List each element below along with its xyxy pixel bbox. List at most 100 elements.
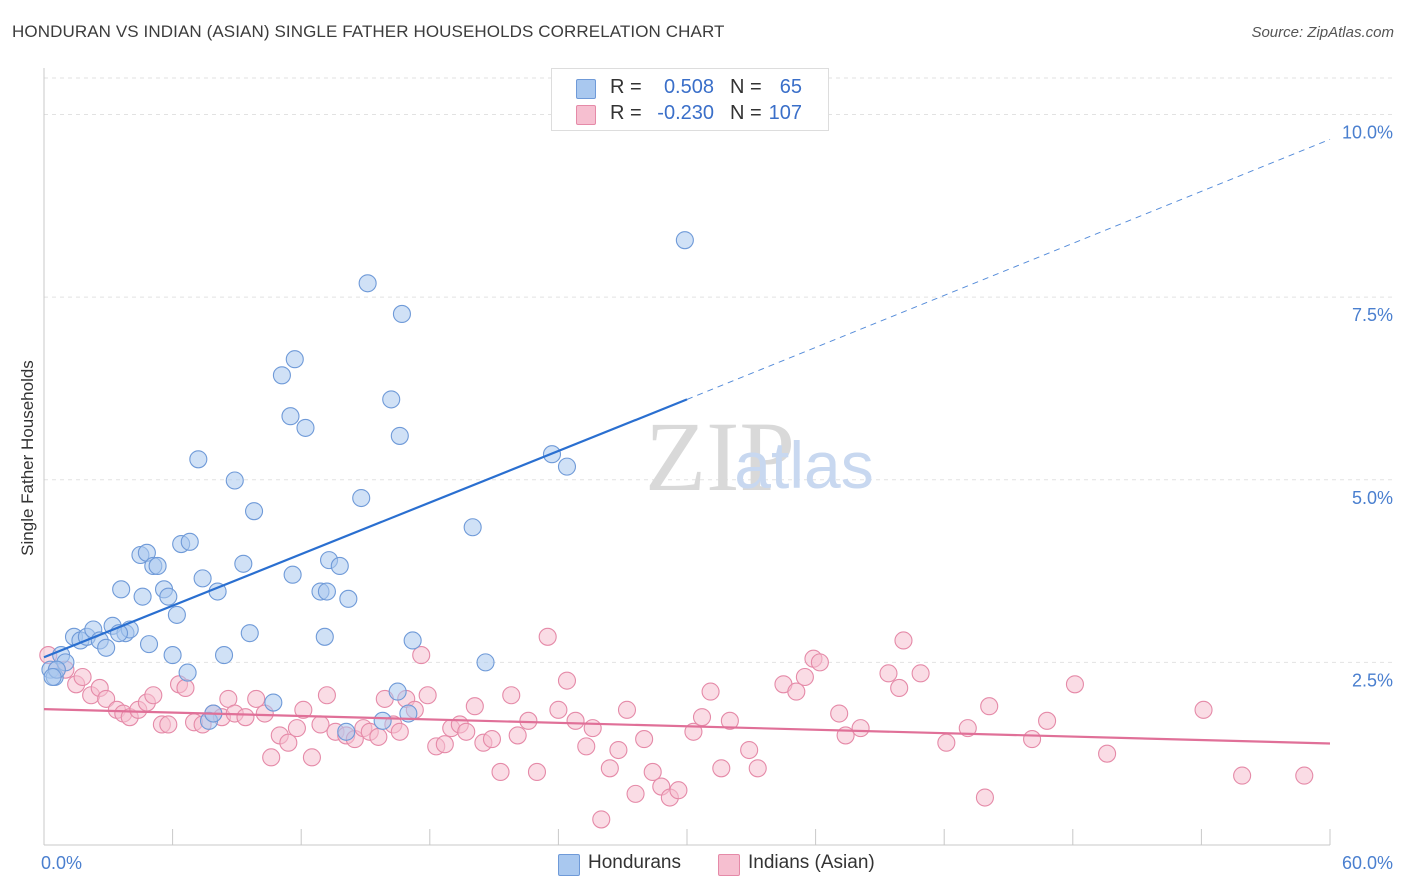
hondurans-point [281, 407, 300, 426]
indians-asian-point [609, 740, 628, 760]
indians-asian-point [577, 737, 596, 756]
hondurans-point [234, 554, 253, 573]
indians-asian-point [317, 686, 336, 705]
indians-asian-point [851, 719, 870, 738]
hondurans-point [390, 426, 409, 445]
hondurans-point [139, 635, 159, 654]
indians-asian-point [159, 715, 178, 734]
legend-r-label: R = [610, 76, 642, 98]
indians-asian-point [600, 759, 619, 778]
indians-asian-point [980, 697, 999, 716]
watermark-zip: ZIP [645, 401, 795, 512]
indians-asian-point [1233, 766, 1252, 785]
indians-asian-point [247, 689, 266, 708]
legend-swatch-pink [718, 854, 740, 876]
indians-asian-point [412, 646, 431, 665]
indians-asian-point [1295, 766, 1314, 785]
indians-asian-point [491, 762, 510, 782]
legend-swatch-blue [558, 854, 580, 876]
indians-asian-point [73, 667, 92, 687]
hondurans-point [315, 627, 334, 646]
indians-asian-point [457, 722, 476, 741]
hondurans-point [339, 589, 358, 608]
indians-asian-point [435, 735, 454, 754]
hondurans-point [240, 624, 259, 643]
hondurans-point [392, 304, 411, 323]
hondurans-point [330, 556, 349, 576]
indians-asian-point [97, 689, 116, 708]
hondurans-point [557, 457, 577, 476]
indians-asian-point [262, 748, 281, 767]
indians-asian-point [643, 762, 662, 782]
indians-asian-point [302, 748, 321, 767]
hondurans-point [193, 569, 212, 588]
indians-asian-point [287, 719, 306, 738]
legend-n-value: 65 [779, 76, 802, 98]
indians-asian-point [890, 678, 909, 697]
indians-asian-point [236, 708, 255, 727]
indians-asian-point [712, 759, 731, 778]
hondurans-point [317, 582, 336, 601]
indians-asian-point [1098, 744, 1117, 763]
hondurans-point [148, 556, 167, 576]
indians-asian-point [583, 719, 602, 738]
hondurans-point [112, 580, 131, 599]
indians-asian-point [626, 784, 645, 803]
hondurans-point [159, 587, 178, 606]
x-tick-label-min: 0.0% [41, 853, 82, 873]
hondurans-point [163, 646, 182, 665]
hondurans-point [133, 587, 152, 606]
correlation-legend: R = 0.508 N = 65 R = -0.230 N = 107 [551, 68, 829, 131]
indians-asian-point [482, 730, 502, 749]
hondurans-points [41, 231, 694, 741]
indians-asian-point [879, 664, 898, 683]
indians-asian-point [1194, 700, 1213, 719]
legend-swatch-pink [576, 105, 596, 125]
legend-label-indians: Indians (Asian) [748, 852, 875, 873]
indians-asian-point [311, 715, 330, 734]
hondurans-point [352, 488, 371, 508]
hondurans-trend-extension [686, 138, 1331, 400]
indians-asian-point [787, 682, 806, 701]
y-tick-label: 2.5% [1352, 670, 1393, 690]
hondurans-point [264, 693, 283, 712]
legend-row-hondurans: R = 0.508 N = 65 [552, 75, 828, 101]
legend-swatch-blue [576, 79, 596, 99]
legend-r-value: -0.230 [657, 102, 714, 124]
y-tick-label: 5.0% [1352, 488, 1393, 508]
hondurans-point [373, 711, 392, 730]
hondurans-point [358, 274, 377, 293]
indians-asian-point [502, 686, 521, 705]
indians-asian-point [720, 711, 739, 730]
indians-asian-trend-line [43, 708, 1331, 745]
indians-asian-point [740, 740, 759, 760]
axis-layer [43, 68, 1331, 846]
indians-asian-point [617, 700, 637, 719]
y-tick-label: 10.0% [1342, 123, 1393, 143]
indians-asian-point [692, 708, 712, 727]
indians-asian-point [795, 667, 814, 687]
hondurans-point [285, 350, 304, 369]
legend-r-label: R = [610, 102, 642, 124]
legend-r-value: 0.508 [663, 76, 714, 98]
indians-asian-point [508, 726, 527, 745]
hondurans-point [337, 722, 356, 741]
indians-asian-point [279, 733, 298, 752]
indians-asian-point [144, 686, 163, 705]
legend-n-value: 107 [768, 102, 802, 124]
indians-asian-point [748, 759, 767, 778]
hondurans-point [403, 631, 422, 650]
indians-asian-point [669, 781, 688, 800]
indians-asian-point [911, 664, 930, 683]
hondurans-point [675, 231, 694, 250]
indians-asian-point [894, 631, 913, 650]
hondurans-point [463, 518, 482, 537]
hondurans-point [43, 667, 62, 687]
watermark-atlas: atlas [734, 428, 873, 502]
hondurans-point [283, 565, 302, 584]
hondurans-point [178, 663, 197, 682]
y-tick-label: 7.5% [1352, 305, 1393, 325]
indians-asian-point [1038, 711, 1057, 730]
indians-asian-point [958, 719, 977, 738]
